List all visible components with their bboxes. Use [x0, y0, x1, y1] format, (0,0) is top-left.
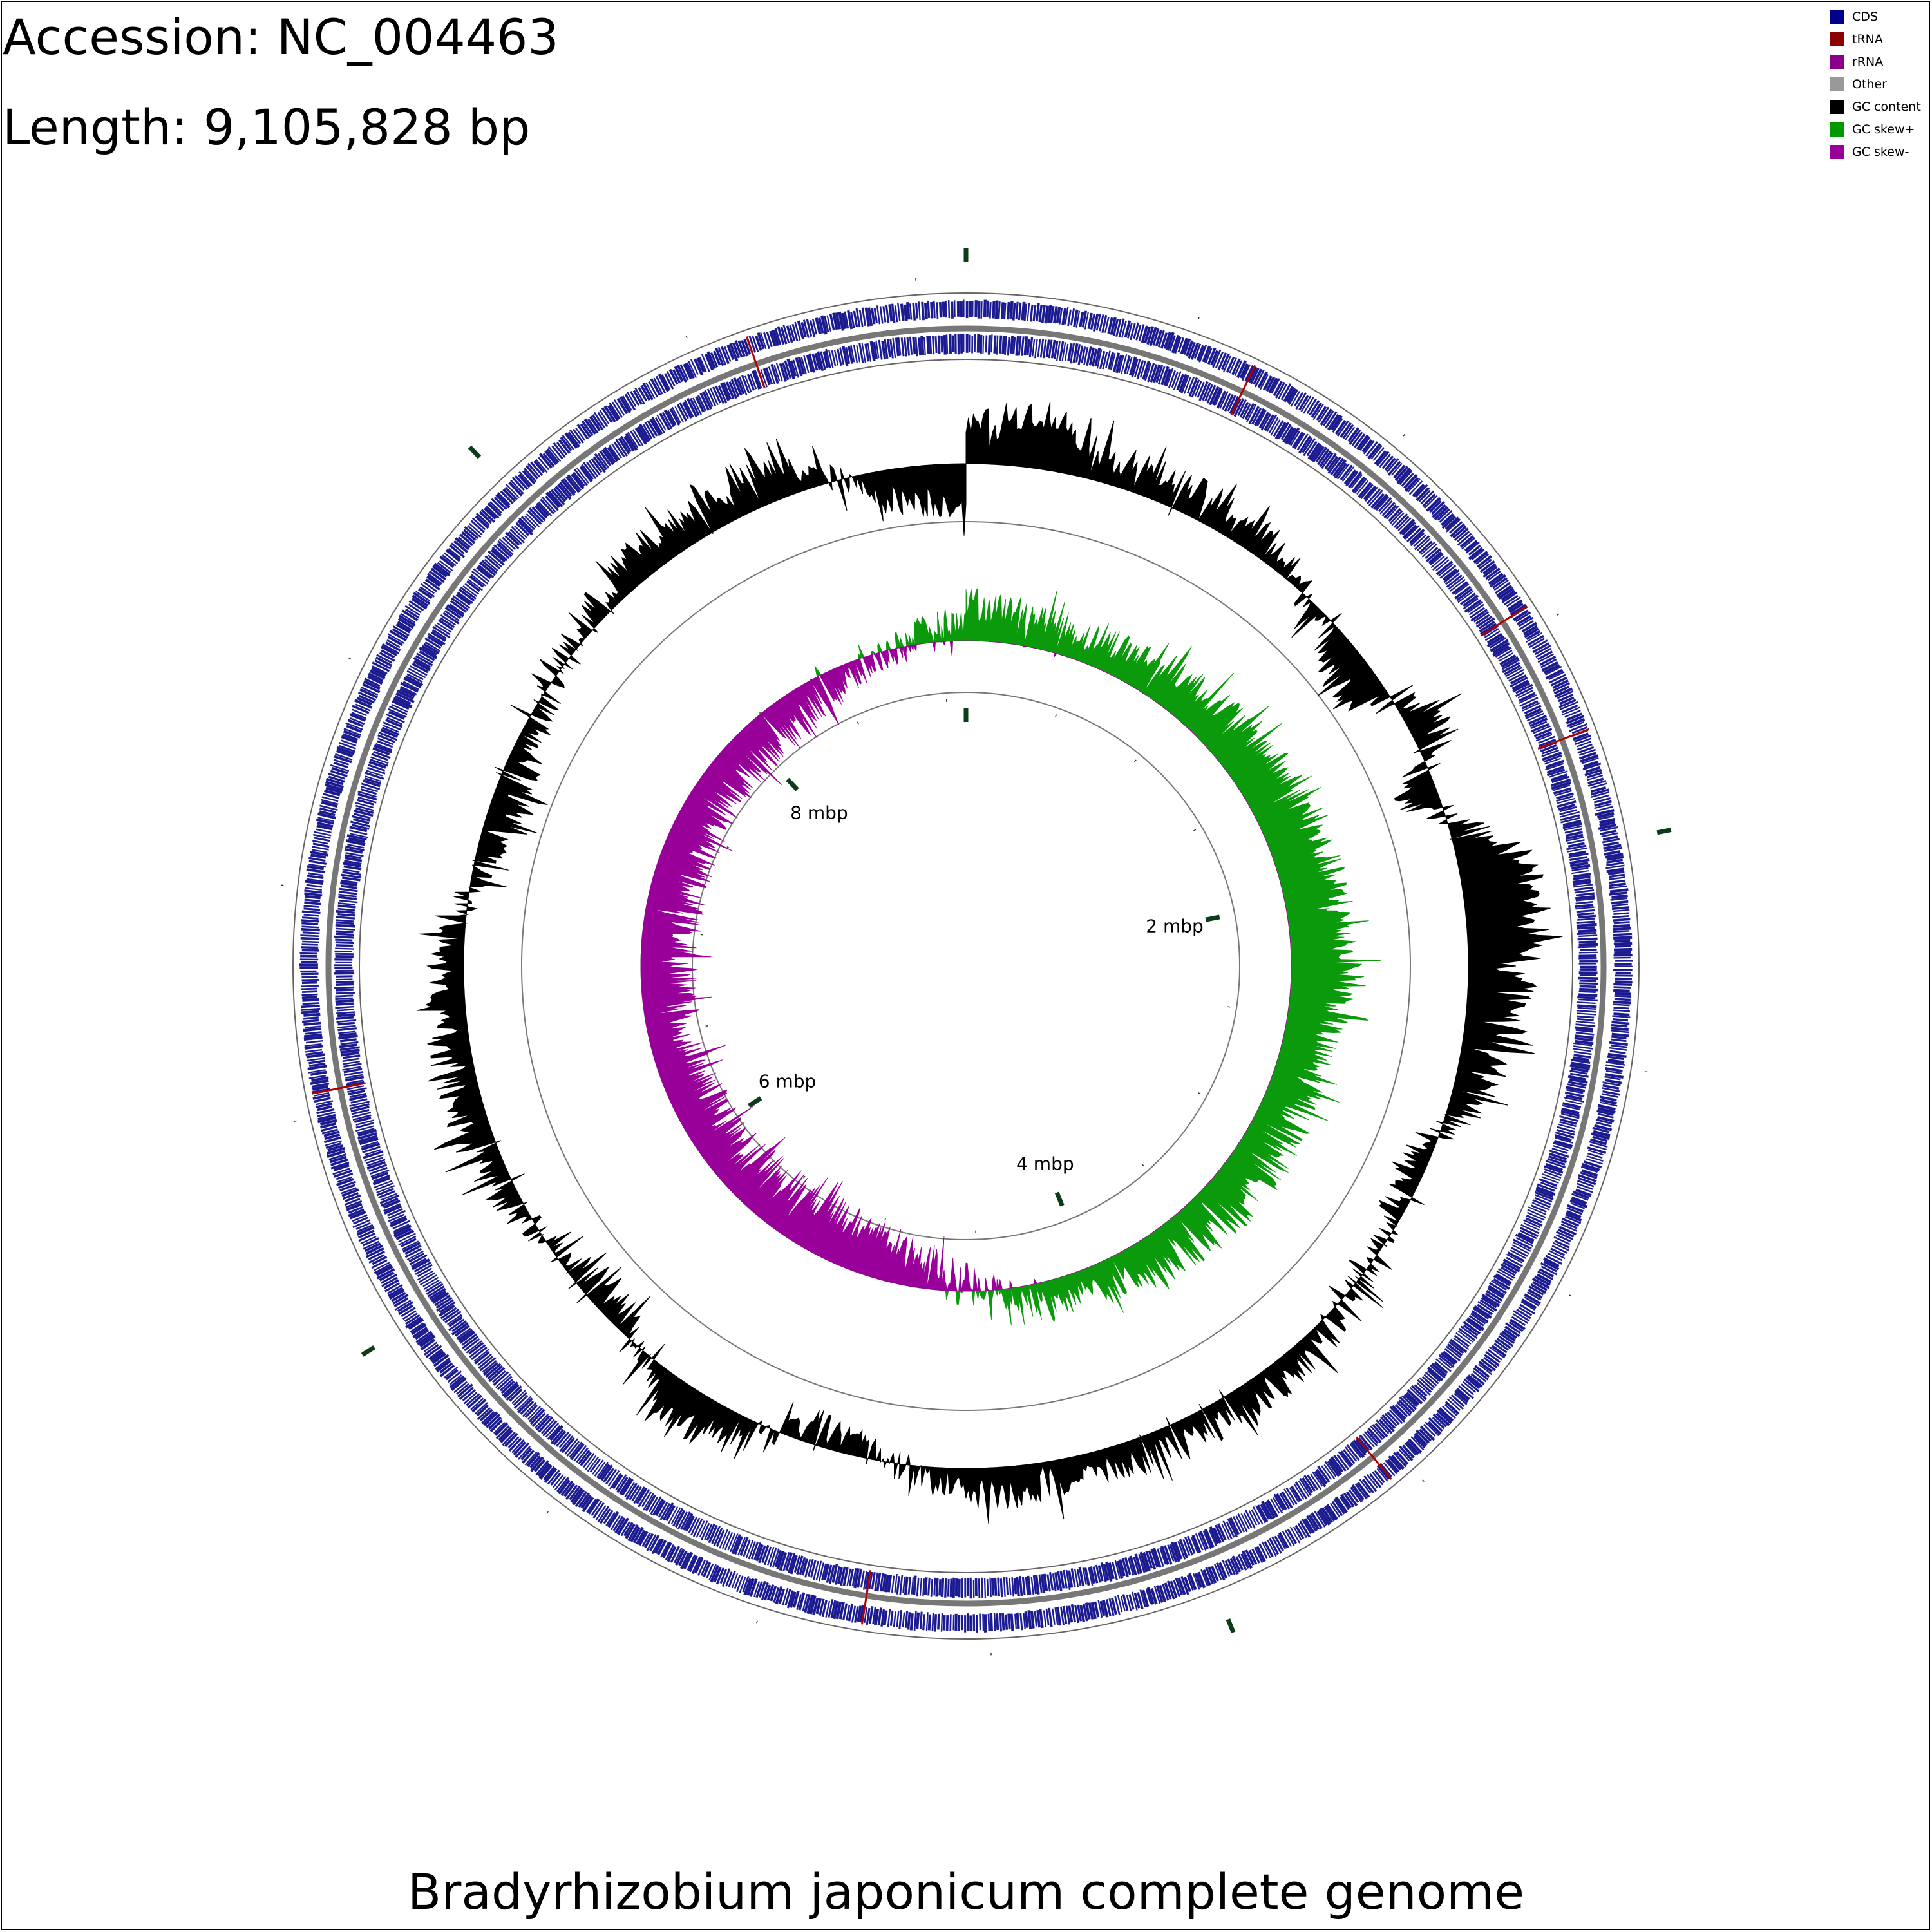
legend-item: CDS: [1830, 5, 1928, 28]
legend-item: rRNA: [1830, 50, 1928, 73]
outer-minor-tick: [1198, 316, 1200, 320]
genome-length-label: Length: 9,105,828 bp: [3, 99, 531, 156]
legend-swatch: [1830, 144, 1844, 159]
trna-marker: [311, 1082, 366, 1095]
legend-swatch: [1830, 122, 1844, 137]
legend-item: GC skew+: [1830, 118, 1928, 140]
outer-major-tick: [468, 445, 482, 459]
inner-minor-tick: [803, 1175, 806, 1179]
accession-label: Accession: NC_004463: [3, 8, 559, 66]
inner-minor-tick: [857, 721, 859, 724]
tick-label: 8 mbp: [790, 802, 848, 823]
inner-major-tick: [1054, 1191, 1065, 1207]
legend-swatch: [1830, 99, 1844, 114]
inner-major-tick: [786, 777, 799, 791]
tick-label: 2 mbp: [1146, 915, 1204, 936]
legend-item: Other: [1830, 73, 1928, 95]
trna-marker: [1230, 365, 1256, 415]
gc-skew-positive-track: [640, 587, 1381, 1326]
inner-minor-tick: [1141, 1163, 1144, 1166]
outer-minor-tick: [348, 658, 352, 660]
outer-major-tick: [1226, 1618, 1236, 1634]
inner-minor-tick: [705, 1025, 708, 1027]
inner-minor-tick: [1193, 829, 1197, 831]
legend-label: tRNA: [1852, 32, 1883, 46]
inner-major-tick: [1205, 914, 1220, 922]
trna-marker: [746, 336, 766, 389]
cds-forward-track: [299, 299, 1633, 1633]
legend-swatch: [1830, 32, 1844, 46]
outer-ring: [292, 292, 1640, 1640]
outer-minor-tick: [1557, 613, 1560, 616]
inner-major-tick: [747, 1096, 762, 1108]
legend-swatch: [1830, 9, 1844, 24]
inner-minor-tick: [884, 1218, 886, 1221]
outer-minor-tick: [546, 1511, 549, 1514]
gc-guide-ring: [521, 521, 1411, 1411]
tick-label: 6 mbp: [759, 1071, 817, 1092]
gc-content-track: [416, 401, 1563, 1524]
legend-item: GC content: [1830, 95, 1928, 118]
inner-minor-tick: [1198, 1092, 1201, 1095]
legend-item: GC skew-: [1830, 140, 1928, 163]
outer-major-tick: [1656, 828, 1672, 835]
inner-minor-tick: [1134, 759, 1137, 762]
legend-label: GC skew-: [1852, 144, 1909, 159]
outer-minor-tick: [1569, 1294, 1572, 1297]
inner-minor-tick: [726, 846, 730, 849]
legend-swatch: [1830, 54, 1844, 69]
trna-marker: [861, 1570, 872, 1625]
figure-caption: Bradyrhizobium japonicum complete genome: [408, 1863, 1524, 1920]
legend-label: rRNA: [1852, 54, 1884, 69]
legend-label: Other: [1852, 77, 1887, 91]
trna-marker: [1356, 1436, 1392, 1480]
tick-label: 4 mbp: [1016, 1153, 1074, 1174]
cds-reverse-track: [334, 333, 1598, 1599]
outer-minor-tick: [1422, 1479, 1425, 1482]
outer-major-tick: [361, 1345, 376, 1357]
legend: CDS tRNA rRNA Other GC content GC skew+ GC ske…: [1830, 5, 1928, 163]
outer-minor-tick: [1403, 433, 1406, 437]
legend-swatch: [1830, 77, 1844, 91]
outer-minor-tick: [685, 335, 688, 339]
inner-cds-ring: [359, 359, 1573, 1573]
center-ring: [692, 692, 1240, 1240]
trna-marker: [1537, 728, 1589, 750]
legend-label: CDS: [1852, 9, 1878, 24]
legend-item: tRNA: [1830, 28, 1928, 50]
gc-skew-negative-track: [640, 640, 1292, 1293]
legend-label: GC content: [1852, 99, 1921, 114]
legend-label: GC skew+: [1852, 122, 1915, 137]
trna-marker: [1480, 605, 1528, 637]
strand-divider-ring: [325, 325, 1607, 1607]
